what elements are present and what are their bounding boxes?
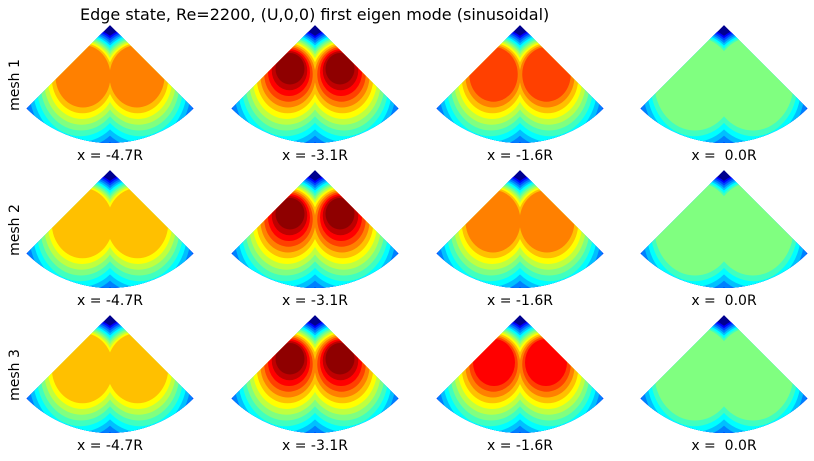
lobe — [525, 339, 567, 386]
panel-label: x = 0.0R — [691, 438, 757, 454]
panel-label: x = 0.0R — [691, 148, 757, 164]
lobe — [51, 333, 114, 404]
contour-panel — [436, 170, 604, 288]
lobe — [712, 327, 794, 421]
panel-label: x = -3.1R — [282, 148, 348, 164]
lobe — [106, 188, 169, 259]
panel-label: x = -1.6R — [487, 438, 553, 454]
panel-label: x = -1.6R — [487, 148, 553, 164]
lobe — [275, 198, 305, 230]
panel-label: x = -1.6R — [487, 293, 553, 309]
lobe — [522, 47, 571, 102]
lobe — [712, 37, 794, 131]
panel-label: x = 0.0R — [691, 293, 757, 309]
contour-panel — [640, 25, 808, 143]
lobe — [469, 47, 518, 102]
lobe — [325, 53, 355, 85]
row-label: mesh 1 — [7, 59, 23, 111]
lobe — [325, 343, 355, 375]
lobe — [325, 198, 355, 230]
lobe — [275, 53, 305, 85]
lobe — [55, 45, 111, 108]
lobe — [465, 190, 521, 253]
contour-panel — [640, 170, 808, 288]
panel-label: x = -3.1R — [282, 438, 348, 454]
lobe — [275, 343, 305, 375]
lobe — [109, 45, 165, 108]
row-label: mesh 3 — [7, 349, 23, 401]
panel-label: x = -4.7R — [77, 438, 143, 454]
contour-panel — [640, 315, 808, 433]
figure-title: Edge state, Re=2200, (U,0,0) first eigen… — [80, 5, 549, 24]
contour-panel — [26, 315, 194, 433]
contour-panel — [231, 170, 399, 288]
lobe — [106, 333, 169, 404]
row-label: mesh 2 — [7, 204, 23, 256]
panel-label: x = -3.1R — [282, 293, 348, 309]
lobe — [473, 339, 515, 386]
contour-panel — [231, 25, 399, 143]
panel-label: x = -4.7R — [77, 148, 143, 164]
contour-panel — [26, 170, 194, 288]
lobe — [51, 188, 114, 259]
contour-panel — [26, 25, 194, 143]
contour-panel — [231, 315, 399, 433]
lobe — [712, 182, 794, 276]
panel-label: x = -4.7R — [77, 293, 143, 309]
contour-panel — [436, 25, 604, 143]
contour-panel — [436, 315, 604, 433]
lobe — [519, 190, 575, 253]
